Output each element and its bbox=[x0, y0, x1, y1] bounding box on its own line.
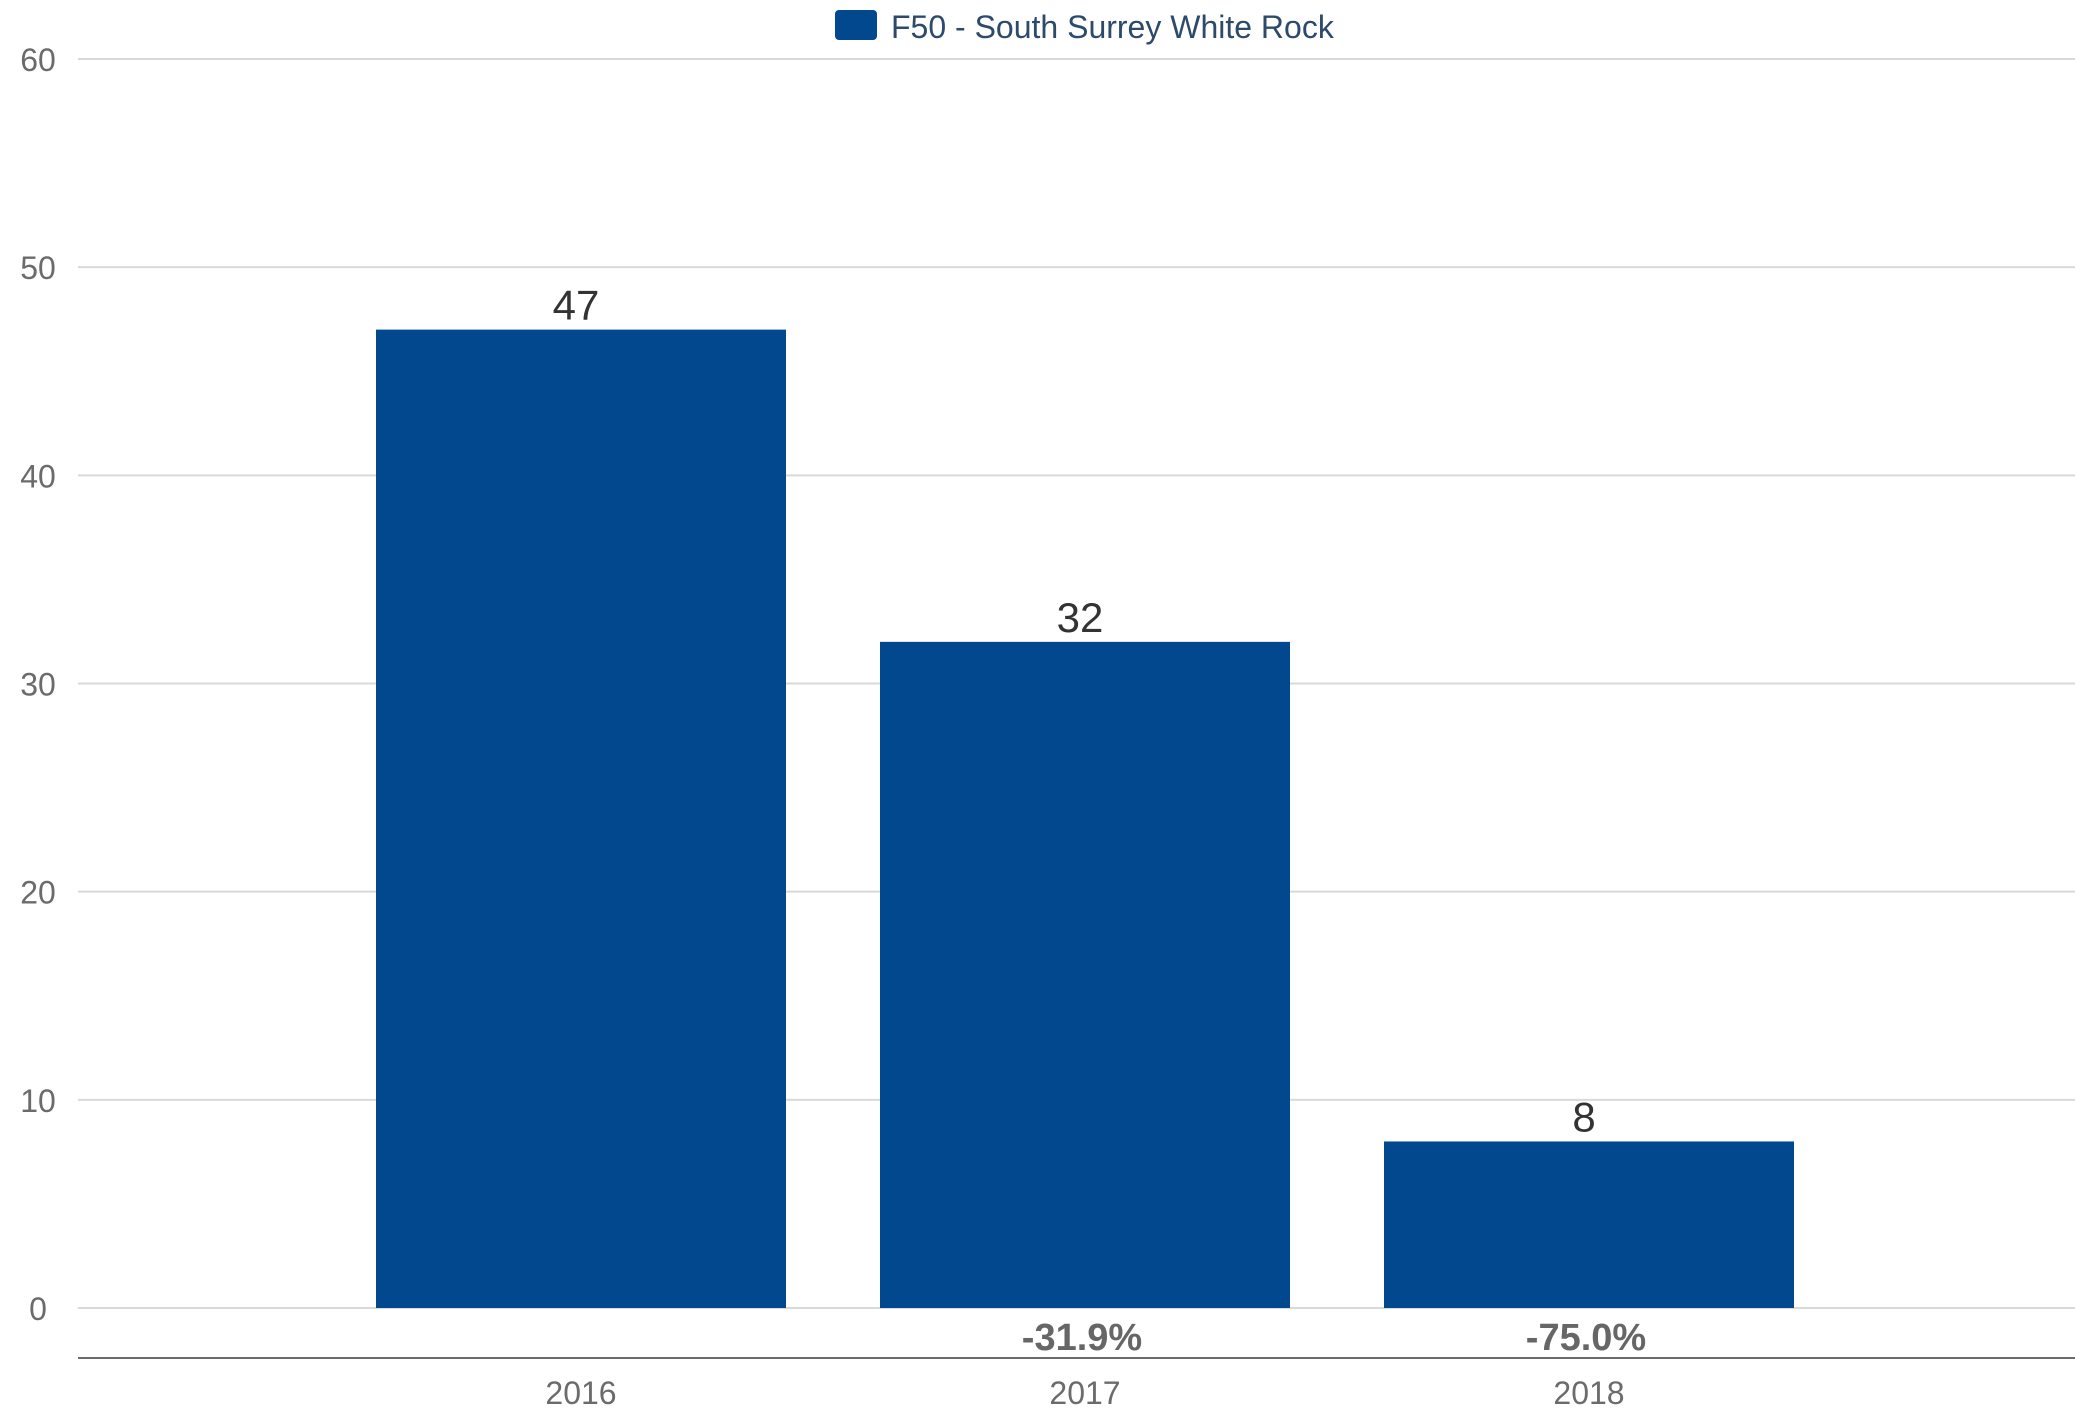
y-tick-label: 60 bbox=[20, 42, 56, 78]
y-axis-ticks: 0 10 20 30 40 50 60 bbox=[20, 42, 56, 1327]
bars bbox=[376, 329, 1794, 1308]
change-labels: -31.9% -75.0% bbox=[1022, 1317, 1646, 1359]
y-tick-label: 20 bbox=[20, 875, 56, 911]
bar-2016[interactable] bbox=[376, 329, 786, 1308]
x-tick-label: 2016 bbox=[545, 1375, 616, 1408]
bar-value-label: 8 bbox=[1572, 1093, 1595, 1140]
x-tick-label: 2017 bbox=[1049, 1375, 1120, 1408]
x-tick-label: 2018 bbox=[1553, 1375, 1624, 1408]
value-labels: 47 32 8 bbox=[553, 282, 1596, 1141]
legend-swatch-icon bbox=[835, 10, 877, 40]
legend[interactable]: F50 - South Surrey White Rock bbox=[835, 9, 1335, 45]
bar-2018[interactable] bbox=[1384, 1141, 1794, 1308]
change-percent-label: -31.9% bbox=[1022, 1317, 1142, 1359]
bar-2017[interactable] bbox=[880, 641, 1290, 1308]
y-tick-label: 40 bbox=[20, 458, 56, 494]
y-tick-label: 0 bbox=[29, 1291, 47, 1327]
bar-value-label: 32 bbox=[1057, 594, 1104, 641]
x-axis-ticks: 2016 2017 2018 bbox=[545, 1375, 1624, 1408]
bar-value-label: 47 bbox=[553, 282, 600, 329]
y-tick-label: 30 bbox=[20, 667, 56, 703]
y-tick-label: 10 bbox=[20, 1083, 56, 1119]
change-percent-label: -75.0% bbox=[1526, 1317, 1646, 1359]
y-tick-label: 50 bbox=[20, 250, 56, 286]
legend-label: F50 - South Surrey White Rock bbox=[891, 9, 1335, 45]
